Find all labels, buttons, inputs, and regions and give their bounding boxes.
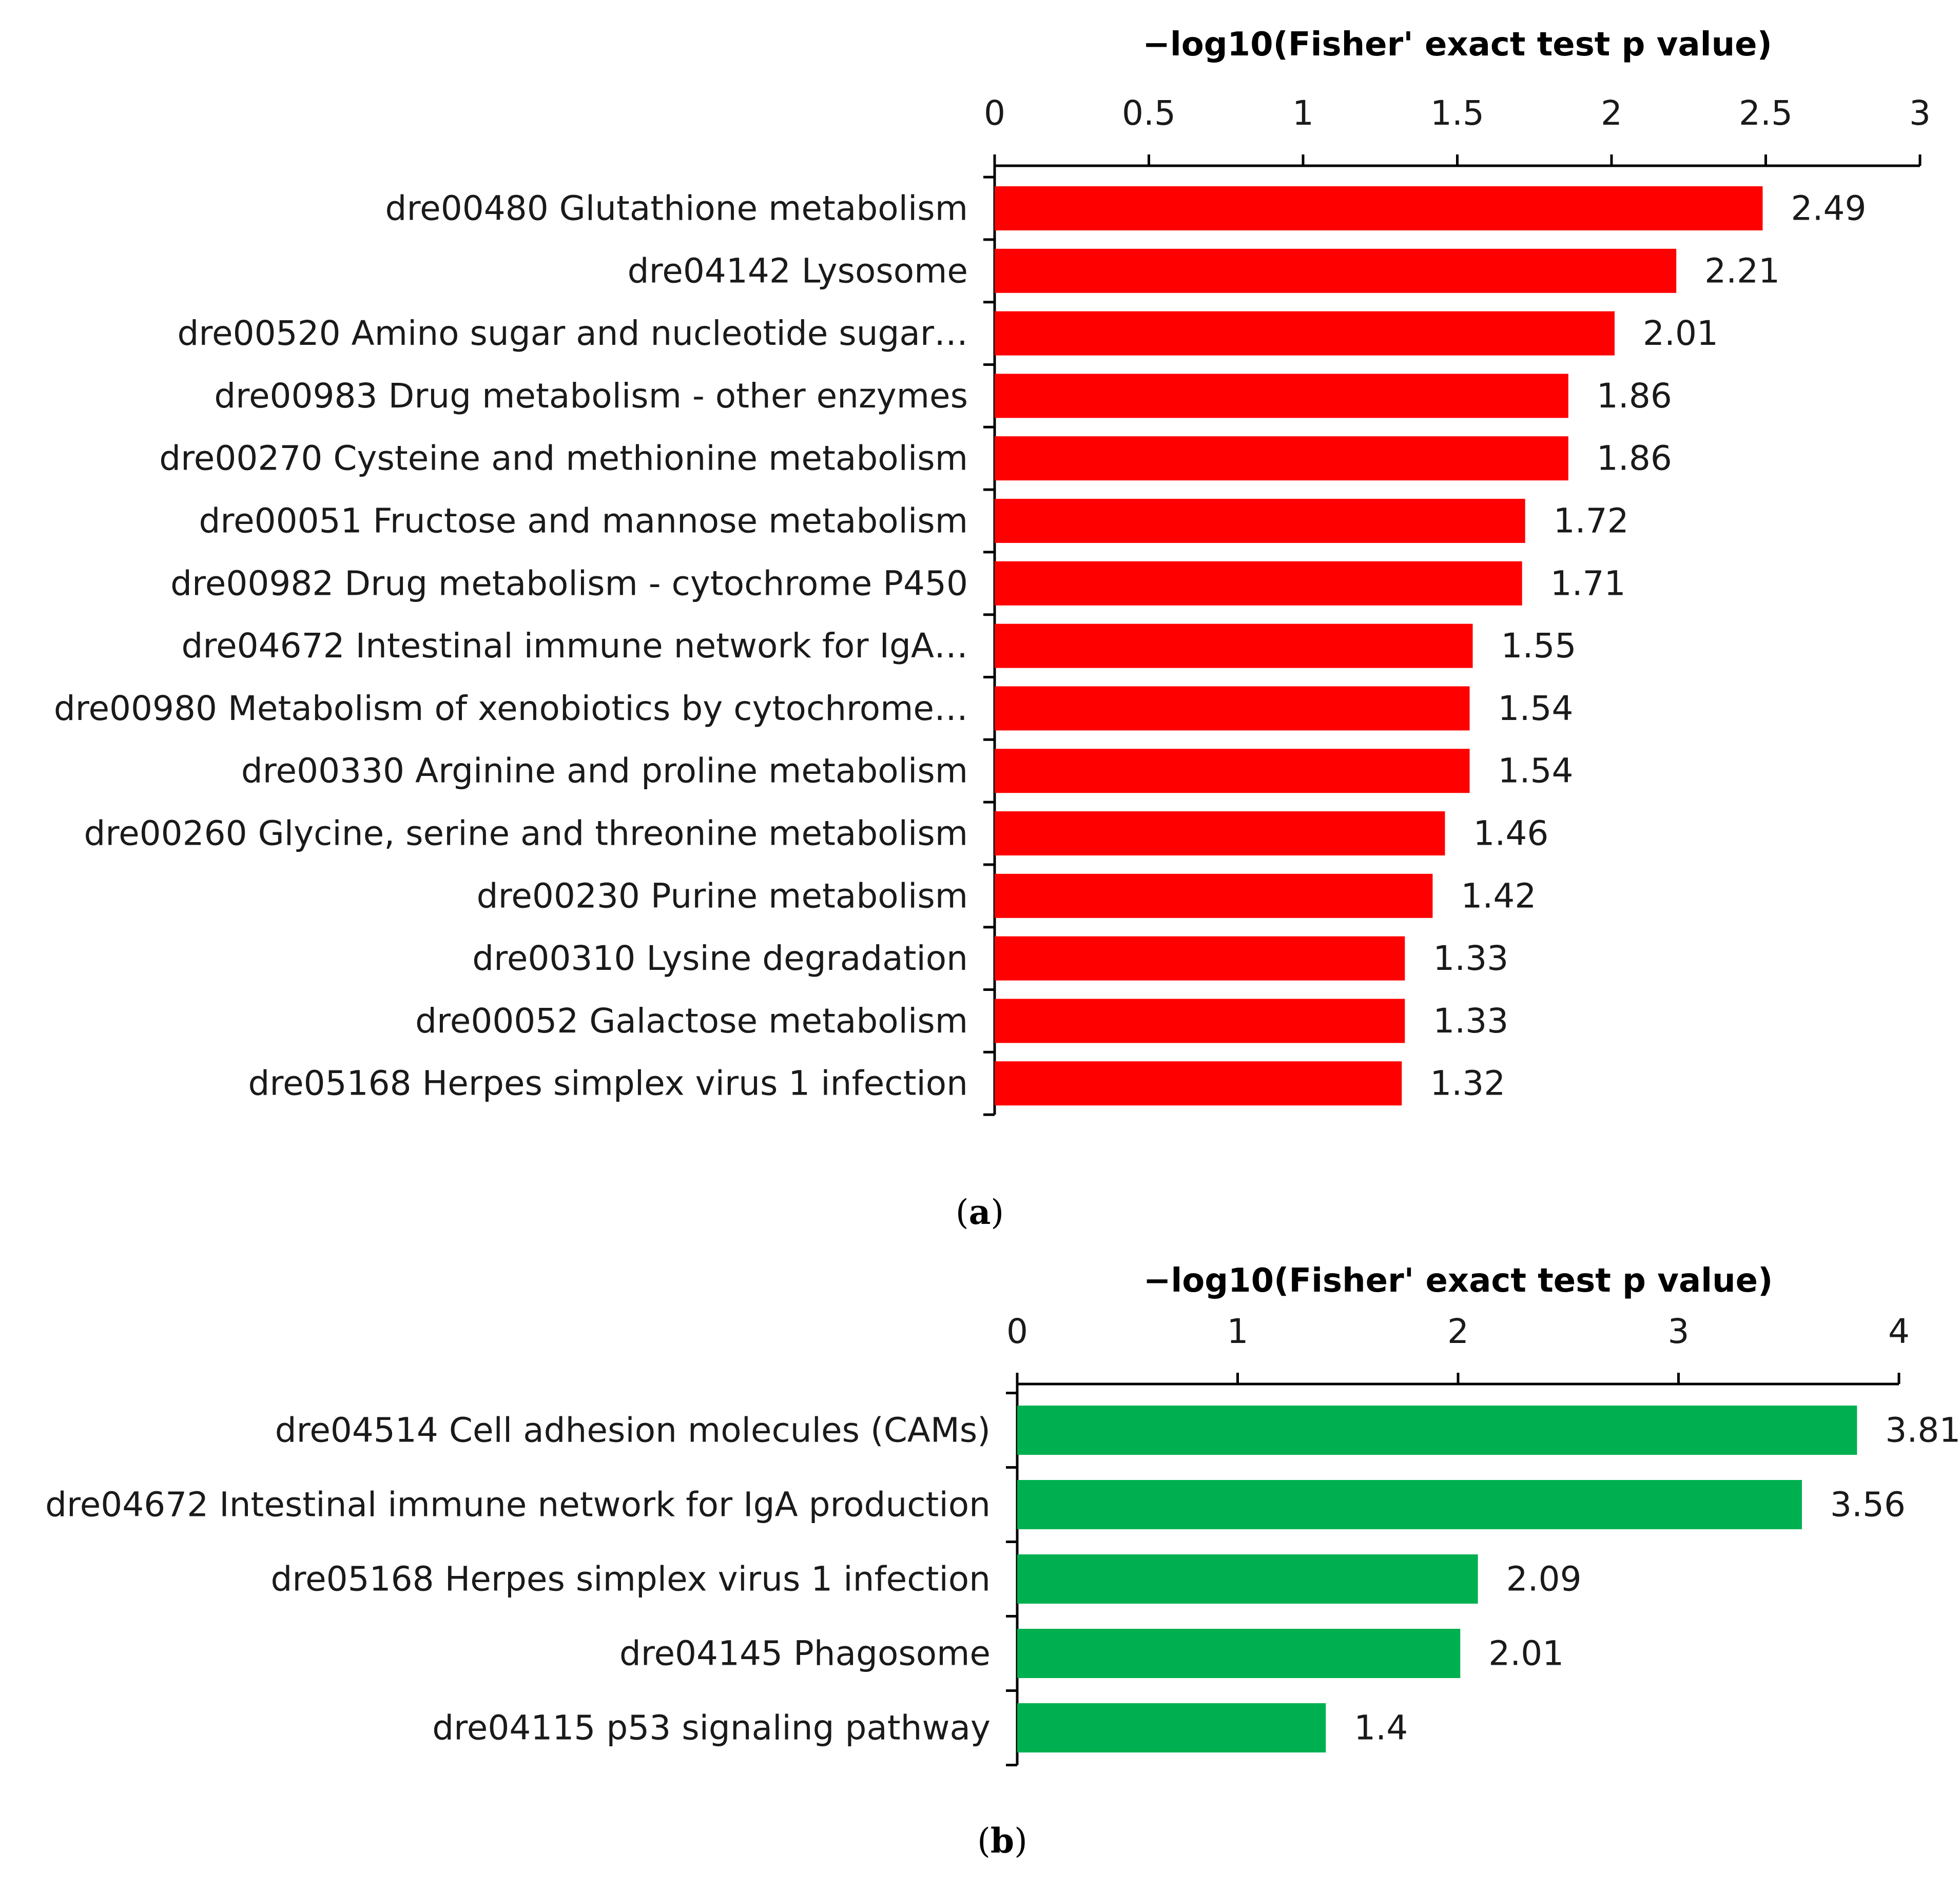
bar (995, 749, 1470, 793)
x-tick-label: 0.5 (1122, 93, 1176, 133)
data-label: 1.71 (1550, 563, 1626, 603)
x-tick-label: 2.5 (1739, 93, 1793, 133)
bar (995, 436, 1568, 481)
category-label: dre00330 Arginine and proline metabolism (241, 751, 968, 791)
bar (995, 686, 1470, 731)
data-label: 2.49 (1791, 189, 1866, 228)
bar (995, 1061, 1402, 1106)
category-label: dre00520 Amino sugar and nucleotide suga… (177, 314, 968, 353)
data-label: 1.86 (1597, 439, 1672, 478)
bar (995, 623, 1473, 668)
data-label: 1.86 (1597, 376, 1672, 416)
bar (995, 936, 1405, 981)
x-tick-label: 3 (1668, 1312, 1690, 1351)
panel-caption: (a) (956, 1192, 1004, 1232)
category-label: dre05168 Herpes simplex virus 1 infectio… (248, 1064, 968, 1103)
category-label: dre00480 Glutathione metabolism (385, 189, 968, 228)
panel-caption: (b) (977, 1821, 1027, 1861)
data-label: 1.32 (1430, 1064, 1505, 1103)
category-label: dre04145 Phagosome (619, 1634, 991, 1673)
data-label: 2.01 (1643, 314, 1718, 353)
data-label: 1.55 (1501, 626, 1577, 666)
data-label: 3.56 (1830, 1485, 1906, 1525)
data-label: 1.54 (1498, 751, 1574, 791)
bar (1017, 1480, 1802, 1529)
category-label: dre04115 p53 signaling pathway (432, 1708, 991, 1748)
data-label: 2.01 (1488, 1634, 1564, 1673)
data-label: 1.46 (1473, 814, 1548, 853)
bar (995, 499, 1525, 543)
data-label: 2.09 (1506, 1560, 1582, 1599)
x-tick-label: 0 (1006, 1312, 1028, 1351)
x-tick-label: 1 (1227, 1312, 1249, 1351)
bar (1017, 1629, 1461, 1678)
panel-a-chart: −log10(Fisher' exact test p value) 0 0.5 1 1… (54, 26, 1931, 1232)
bar (1017, 1554, 1478, 1604)
bar (1017, 1406, 1857, 1455)
bar (995, 873, 1433, 918)
x-axis-title: −log10(Fisher' exact test p value) (1142, 26, 1772, 64)
bar (995, 561, 1522, 606)
data-label: 2.21 (1704, 251, 1780, 290)
data-label: 1.4 (1354, 1708, 1408, 1748)
category-label: dre04672 Intestinal immune network for I… (45, 1485, 991, 1525)
category-label: dre00260 Glycine, serine and threonine m… (84, 814, 968, 853)
category-label: dre00270 Cysteine and methionine metabol… (159, 439, 968, 478)
bar (995, 374, 1568, 418)
category-label: dre00983 Drug metabolism - other enzymes (214, 376, 968, 416)
bar (995, 186, 1763, 230)
category-label: dre05168 Herpes simplex virus 1 infectio… (271, 1560, 991, 1599)
x-tick-label: 2 (1601, 93, 1622, 133)
x-axis-title: −log10(Fisher' exact test p value) (1143, 1262, 1773, 1300)
data-label: 1.33 (1433, 939, 1508, 978)
x-tick-label: 3 (1909, 93, 1931, 133)
category-label: dre00052 Galactose metabolism (415, 1001, 968, 1041)
bar (995, 999, 1405, 1043)
data-label: 1.33 (1433, 1001, 1508, 1041)
data-label: 1.42 (1461, 876, 1536, 915)
x-tick-label: 4 (1888, 1312, 1910, 1351)
x-tick-label: 1 (1292, 93, 1314, 133)
category-label: dre00051 Fructose and mannose metabolism (199, 501, 968, 541)
category-label: dre04514 Cell adhesion molecules (CAMs) (275, 1411, 991, 1450)
bar (995, 248, 1677, 293)
panel-b-chart: −log10(Fisher' exact test p value) 0 1 2 3 4 d… (45, 1262, 1960, 1861)
bar (995, 311, 1615, 356)
category-label: dre00982 Drug metabolism - cytochrome P4… (170, 563, 968, 603)
data-label: 1.72 (1554, 501, 1629, 541)
bar (995, 811, 1445, 855)
category-label: dre00230 Purine metabolism (477, 876, 968, 915)
x-tick-label: 1.5 (1430, 93, 1484, 133)
data-label: 3.81 (1885, 1411, 1960, 1450)
category-label: dre00980 Metabolism of xenobiotics by cy… (54, 689, 968, 728)
category-label: dre04142 Lysosome (628, 251, 968, 290)
bar (1017, 1703, 1326, 1752)
category-label: dre04672 Intestinal immune network for I… (181, 626, 968, 666)
x-tick-label: 2 (1447, 1312, 1469, 1351)
category-label: dre00310 Lysine degradation (472, 939, 968, 978)
data-label: 1.54 (1498, 689, 1574, 728)
x-tick-label: 0 (984, 93, 1005, 133)
